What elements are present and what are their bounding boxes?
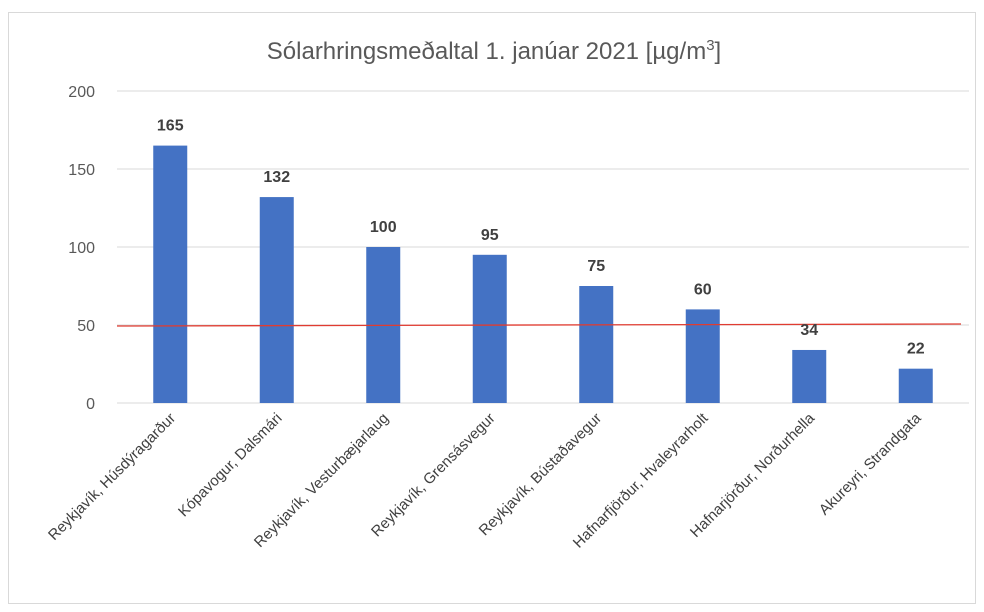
reference-line-group: [116, 323, 962, 327]
y-tick-label: 50: [77, 318, 95, 335]
y-tick-label: 150: [68, 162, 95, 179]
y-tick-label: 100: [68, 240, 95, 257]
data-label: 100: [370, 219, 397, 236]
bar: [579, 286, 614, 403]
data-label: 60: [694, 281, 712, 298]
data-label: 165: [157, 118, 184, 135]
chart-title-main: Sólarhringsmeðaltal 1. janúar 2021 [µg/m: [267, 38, 706, 65]
data-label: 34: [800, 322, 818, 339]
data-label: 95: [481, 227, 499, 244]
y-axis-ticks: 0 50 100 150 200: [68, 84, 95, 413]
bar: [259, 197, 294, 403]
y-tick-label: 200: [68, 84, 95, 101]
x-category-label: Reykjavík, Húsdýragarður: [45, 410, 179, 544]
bar: [685, 309, 720, 403]
data-labels: 165 132 100 95 75 60 34 22: [157, 118, 925, 358]
chart-title-suffix: ]: [715, 38, 722, 65]
bar: [153, 145, 188, 403]
gridlines: [117, 90, 969, 404]
bar: [792, 349, 827, 403]
y-tick-label: 0: [86, 396, 95, 413]
bar: [472, 254, 507, 403]
x-category-label: Reykjavík, Grensásvegur: [368, 410, 499, 541]
x-category-label: Hafnarjörður, Norðurhella: [687, 409, 819, 541]
data-label: 22: [907, 341, 925, 358]
x-category-label: Kópavogur, Dalsmári: [175, 410, 285, 520]
chart-title: Sólarhringsmeðaltal 1. janúar 2021 [µg/m…: [267, 37, 721, 65]
data-label: 75: [587, 258, 605, 275]
chart-title-superscript: 3: [706, 37, 714, 54]
x-category-label: Akureyri, Strandgata: [816, 409, 925, 518]
reference-line: [116, 323, 962, 327]
x-category-label: Reykjavík, Bústaðavegur: [476, 410, 605, 539]
chart-frame: Sólarhringsmeðaltal 1. janúar 2021 [µg/m…: [8, 12, 976, 604]
data-label: 132: [263, 169, 290, 186]
bar-chart: Sólarhringsmeðaltal 1. janúar 2021 [µg/m…: [45, 37, 969, 552]
bar: [898, 368, 933, 403]
